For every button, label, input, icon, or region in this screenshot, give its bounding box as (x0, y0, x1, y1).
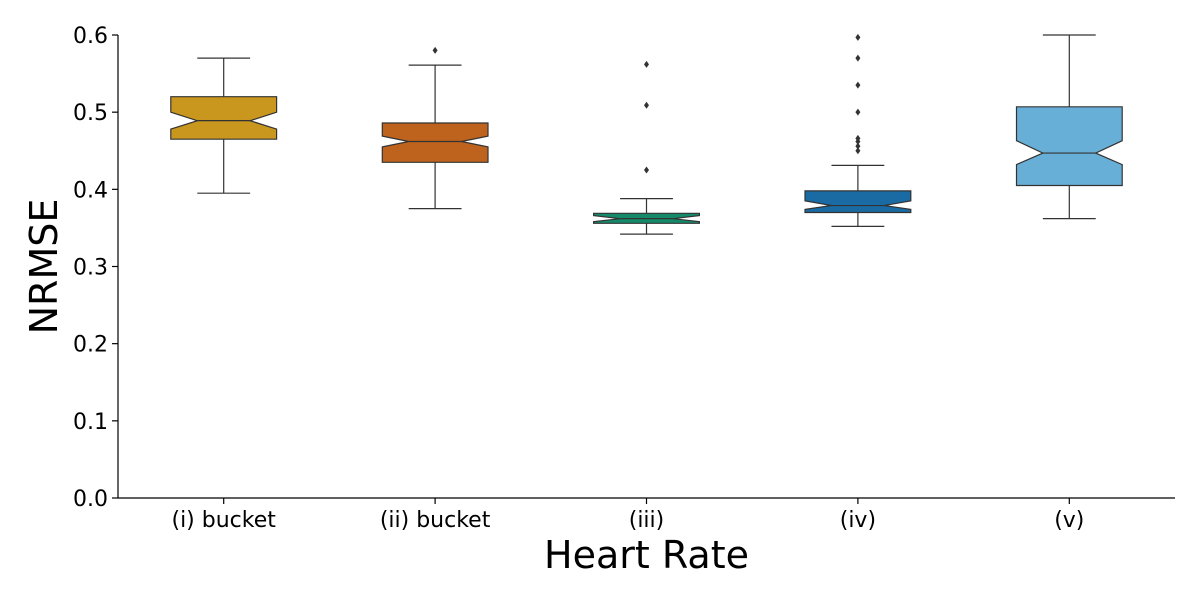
box-group (381, 46, 489, 210)
outlier-point (855, 81, 861, 89)
outlier-point (644, 166, 649, 174)
outlier-point (855, 54, 861, 62)
box-body (804, 190, 912, 214)
y-ticks: 0.0 0.1 0.2 0.3 0.4 0.5 0.6 (73, 24, 118, 512)
x-axis-title: Heart Rate (544, 533, 749, 577)
outlier-point (855, 33, 861, 41)
box-group (592, 60, 701, 235)
box-body (170, 96, 278, 140)
box-group (1015, 34, 1123, 220)
y-tick-label: 0.4 (73, 178, 108, 203)
y-tick-label: 0.5 (73, 101, 108, 126)
outlier-point (644, 101, 649, 109)
x-tick-label: (i) bucket (171, 508, 276, 533)
y-tick-label: 0.0 (73, 487, 108, 512)
y-axis-title: NRMSE (22, 199, 66, 335)
y-tick-label: 0.3 (73, 256, 108, 281)
x-tick-label: (ii) bucket (380, 508, 491, 533)
outlier-point (855, 134, 861, 142)
y-tick-label: 0.6 (73, 24, 108, 49)
y-tick-label: 0.1 (73, 410, 108, 435)
outlier-point (855, 147, 861, 155)
y-tick-label: 0.2 (73, 333, 108, 358)
outlier-point (644, 60, 649, 68)
outlier-point (855, 142, 861, 150)
box-body (1015, 106, 1123, 187)
x-tick-label: (v) (1054, 508, 1084, 533)
box-group (170, 57, 278, 194)
outlier-point (432, 46, 438, 54)
box-body (381, 122, 489, 163)
boxes-layer (170, 33, 1123, 235)
x-ticks: (i) bucket (ii) bucket (iii) (iv) (v) (171, 498, 1084, 533)
outlier-point (855, 108, 861, 116)
x-tick-label: (iv) (840, 508, 876, 533)
x-tick-label: (iii) (629, 508, 665, 533)
box-group (804, 33, 912, 227)
